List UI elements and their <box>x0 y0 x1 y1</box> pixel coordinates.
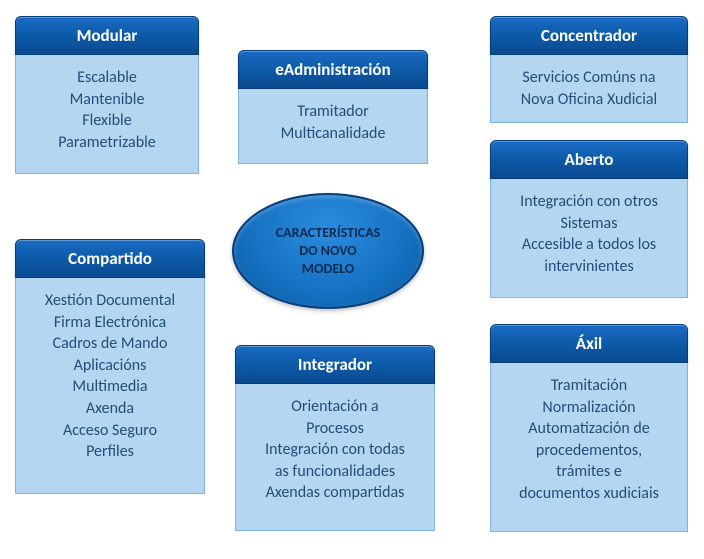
box-eadmin: eAdministración Tramitador Multicanalida… <box>238 50 428 164</box>
box-axil-body: Tramitación Normalización Automatización… <box>490 363 688 532</box>
box-concentrador: Concentrador Servicios Comúns na Nova Of… <box>490 16 688 123</box>
box-concentrador-header: Concentrador <box>490 16 688 55</box>
box-concentrador-body: Servicios Comúns na Nova Oficina Xudicia… <box>490 55 688 123</box>
box-modular-body: Escalable Mantenible Flexible Parametriz… <box>15 55 199 174</box>
box-aberto: Aberto Integración con otros Sistemas Ac… <box>490 140 688 298</box>
box-integrador-header: Integrador <box>235 345 435 384</box>
box-eadmin-body: Tramitador Multicanalidade <box>238 89 428 164</box>
box-compartido-header: Compartido <box>15 239 205 278</box>
box-eadmin-header: eAdministración <box>238 50 428 89</box>
box-integrador: Integrador Orientación a Procesos Integr… <box>235 345 435 531</box>
box-modular: Modular Escalable Mantenible Flexible Pa… <box>15 16 199 174</box>
center-ellipse: CARACTERÍSTICAS DO NOVO MODELO <box>232 193 424 309</box>
box-aberto-header: Aberto <box>490 140 688 179</box>
box-compartido: Compartido Xestión Documental Firma Elec… <box>15 239 205 494</box>
box-axil: Áxil Tramitación Normalización Automatiz… <box>490 324 688 532</box>
box-axil-header: Áxil <box>490 324 688 363</box>
center-ellipse-text: CARACTERÍSTICAS DO NOVO MODELO <box>276 224 381 279</box>
box-modular-header: Modular <box>15 16 199 55</box>
box-aberto-body: Integración con otros Sistemas Accesible… <box>490 179 688 298</box>
box-integrador-body: Orientación a Procesos Integración con t… <box>235 384 435 531</box>
box-compartido-body: Xestión Documental Firma Electrónica Cad… <box>15 278 205 494</box>
